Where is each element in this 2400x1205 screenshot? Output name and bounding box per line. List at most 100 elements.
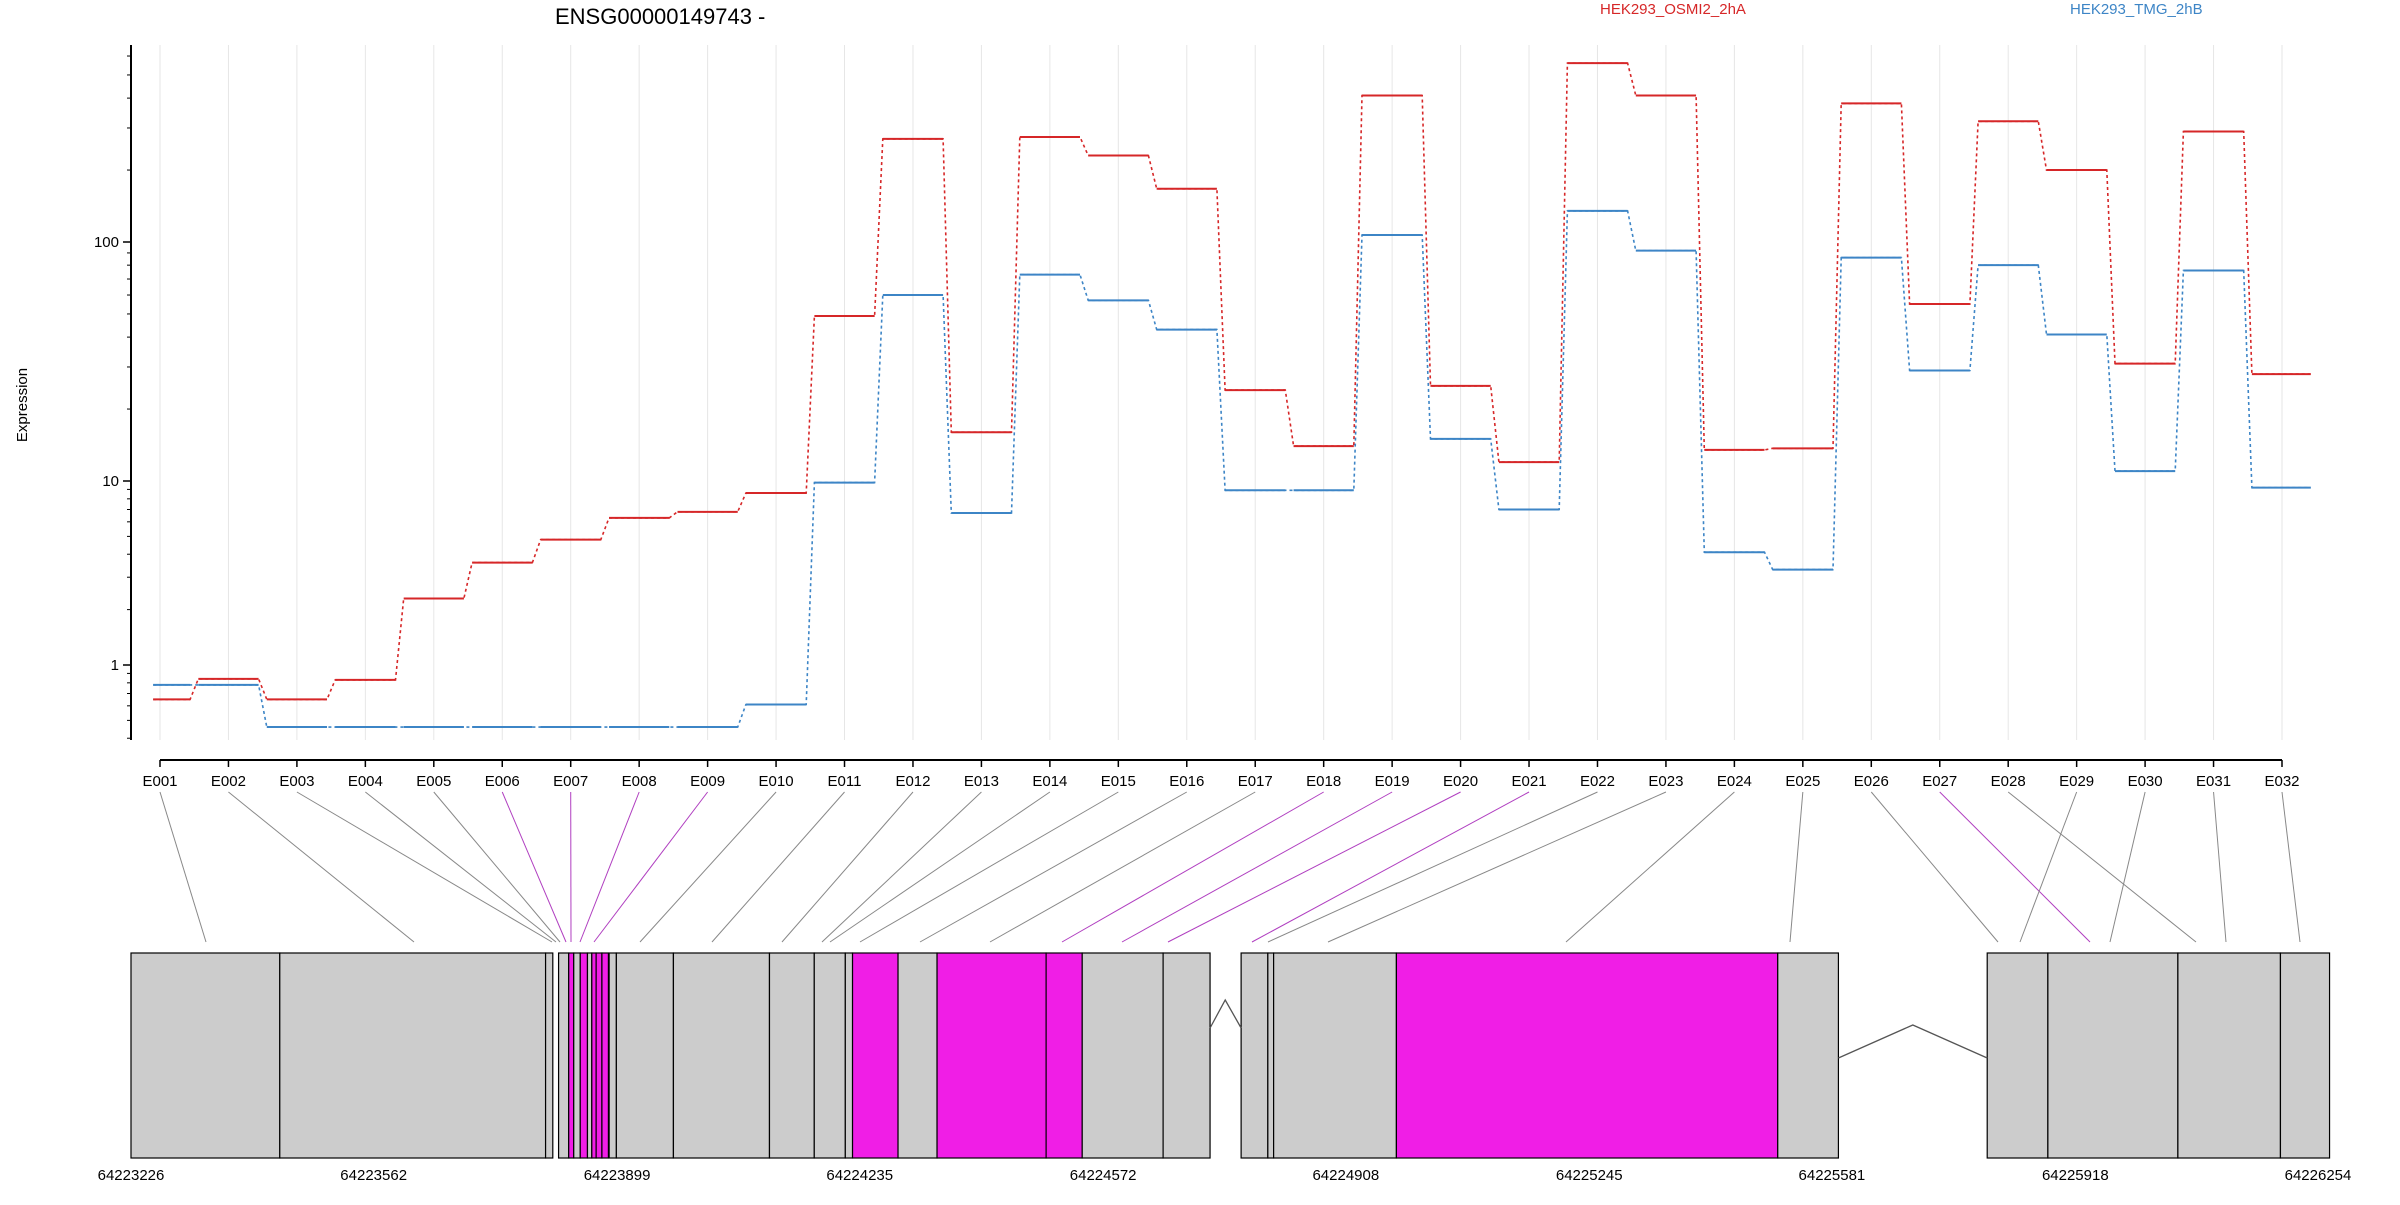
- connector-E026: [1871, 792, 1998, 942]
- exon-block-8: [587, 953, 591, 1158]
- intron-1: [1210, 1000, 1241, 1028]
- connector-E006: [502, 792, 566, 942]
- x-tick-label-E017: E017: [1238, 773, 1273, 790]
- x-tick-label-E012: E012: [895, 773, 930, 790]
- x-tick-label-E009: E009: [690, 773, 725, 790]
- exon-block-9: [592, 953, 596, 1158]
- gene-model: 64223226 64223562 64223899 64224235 64224572…: [98, 953, 2352, 1184]
- exon-block-7: [580, 953, 587, 1158]
- genomic-coord-label-1: 64223226: [98, 1167, 165, 1184]
- connector-E024: [1566, 792, 1734, 942]
- connector-E032: [2282, 792, 2300, 942]
- exon-block-27: [1396, 953, 1777, 1158]
- exon-block-3: [546, 953, 553, 1158]
- connector-E020: [1168, 792, 1461, 942]
- connector-E018: [1062, 792, 1324, 942]
- y-tick-label-10: 10: [102, 473, 119, 490]
- connector-E023: [1328, 792, 1666, 942]
- x-tick-label-E022: E022: [1580, 773, 1615, 790]
- gridlines: [160, 45, 2282, 740]
- exon-block-24: [1241, 953, 1268, 1158]
- legend-series-1: HEK293_OSMI2_2hA: [1600, 1, 1746, 18]
- exon-block-13: [616, 953, 673, 1158]
- x-tick-label-E006: E006: [485, 773, 520, 790]
- series-lines: [153, 63, 2311, 727]
- exon-block-31: [2178, 953, 2281, 1158]
- x-tick-label-E016: E016: [1169, 773, 1204, 790]
- genomic-coord-label-8: 64225581: [1799, 1167, 1866, 1184]
- x-tick-label-E026: E026: [1854, 773, 1889, 790]
- x-tick-label-E028: E028: [1991, 773, 2026, 790]
- exon-block-11: [602, 953, 609, 1158]
- connector-E021: [1252, 792, 1529, 942]
- connector-E027: [1940, 792, 2090, 942]
- connector-E008: [580, 792, 639, 942]
- x-tick-label-E014: E014: [1032, 773, 1067, 790]
- x-tick-label-E020: E020: [1443, 773, 1478, 790]
- genomic-coord-label-4: 64224235: [826, 1167, 893, 1184]
- exon-block-14: [673, 953, 769, 1158]
- x-tick-label-E032: E032: [2264, 773, 2299, 790]
- x-tick-label-E030: E030: [2128, 773, 2163, 790]
- connector-E002: [228, 792, 414, 942]
- connector-E013: [822, 792, 981, 942]
- intron-2: [1838, 1025, 1987, 1058]
- legend-series-2: HEK293_TMG_2hB: [2070, 1, 2203, 18]
- connector-E011: [712, 792, 845, 942]
- connector-E028: [2008, 792, 2196, 942]
- x-tick-label-E031: E031: [2196, 773, 2231, 790]
- exon-block-1: [131, 953, 280, 1158]
- exon-block-23: [1163, 953, 1210, 1158]
- exon-block-15: [769, 953, 814, 1158]
- genomic-coord-label-2: 64223562: [340, 1167, 407, 1184]
- x-tick-label-E019: E019: [1375, 773, 1410, 790]
- series-2-line: [153, 211, 2311, 727]
- series-2: [153, 211, 2311, 727]
- x-tick-label-E023: E023: [1648, 773, 1683, 790]
- exon-block-28: [1778, 953, 1839, 1158]
- x-tick-label-E002: E002: [211, 773, 246, 790]
- genomic-coord-label-7: 64225245: [1556, 1167, 1623, 1184]
- y-tick-label-1: 1: [111, 657, 119, 674]
- x-tick-label-E003: E003: [279, 773, 314, 790]
- exon-block-26: [1274, 953, 1397, 1158]
- exon-block-12: [609, 953, 616, 1158]
- x-tick-label-E018: E018: [1306, 773, 1341, 790]
- exon-block-30: [2048, 953, 2178, 1158]
- genomic-coord-label-3: 64223899: [584, 1167, 651, 1184]
- connector-E003: [297, 792, 552, 942]
- y-tick-label-100: 100: [94, 234, 119, 251]
- x-tick-label-E001: E001: [142, 773, 177, 790]
- connector-E005: [434, 792, 560, 942]
- x-tick-label-E029: E029: [2059, 773, 2094, 790]
- exon-block-6: [574, 953, 581, 1158]
- x-tick-label-E027: E027: [1922, 773, 1957, 790]
- x-tick-label-E021: E021: [1512, 773, 1547, 790]
- exon-block-5: [569, 953, 574, 1158]
- exon-connectors: [160, 792, 2300, 942]
- exon-block-25: [1268, 953, 1274, 1158]
- x-tick-label-E005: E005: [416, 773, 451, 790]
- y-axis-label: Expression: [14, 368, 31, 442]
- connector-E030: [2110, 792, 2145, 942]
- genomic-coord-label-5: 64224572: [1070, 1167, 1137, 1184]
- exon-block-10: [596, 953, 602, 1158]
- x-tick-label-E013: E013: [964, 773, 999, 790]
- exon-block-21: [1046, 953, 1082, 1158]
- x-tick-label-E008: E008: [622, 773, 657, 790]
- genomic-coord-label-9: 64225918: [2042, 1167, 2109, 1184]
- connector-E001: [160, 792, 206, 942]
- x-tick-label-E015: E015: [1101, 773, 1136, 790]
- connector-E025: [1790, 792, 1803, 942]
- exon-block-4: [559, 953, 569, 1158]
- x-tick-label-E011: E011: [828, 773, 862, 790]
- genomic-coord-label-6: 64224908: [1312, 1167, 1379, 1184]
- exon-block-20: [937, 953, 1046, 1158]
- exon-block-22: [1082, 953, 1163, 1158]
- connector-E031: [2214, 792, 2226, 942]
- x-tick-label-E007: E007: [553, 773, 588, 790]
- series-1-line: [153, 63, 2311, 699]
